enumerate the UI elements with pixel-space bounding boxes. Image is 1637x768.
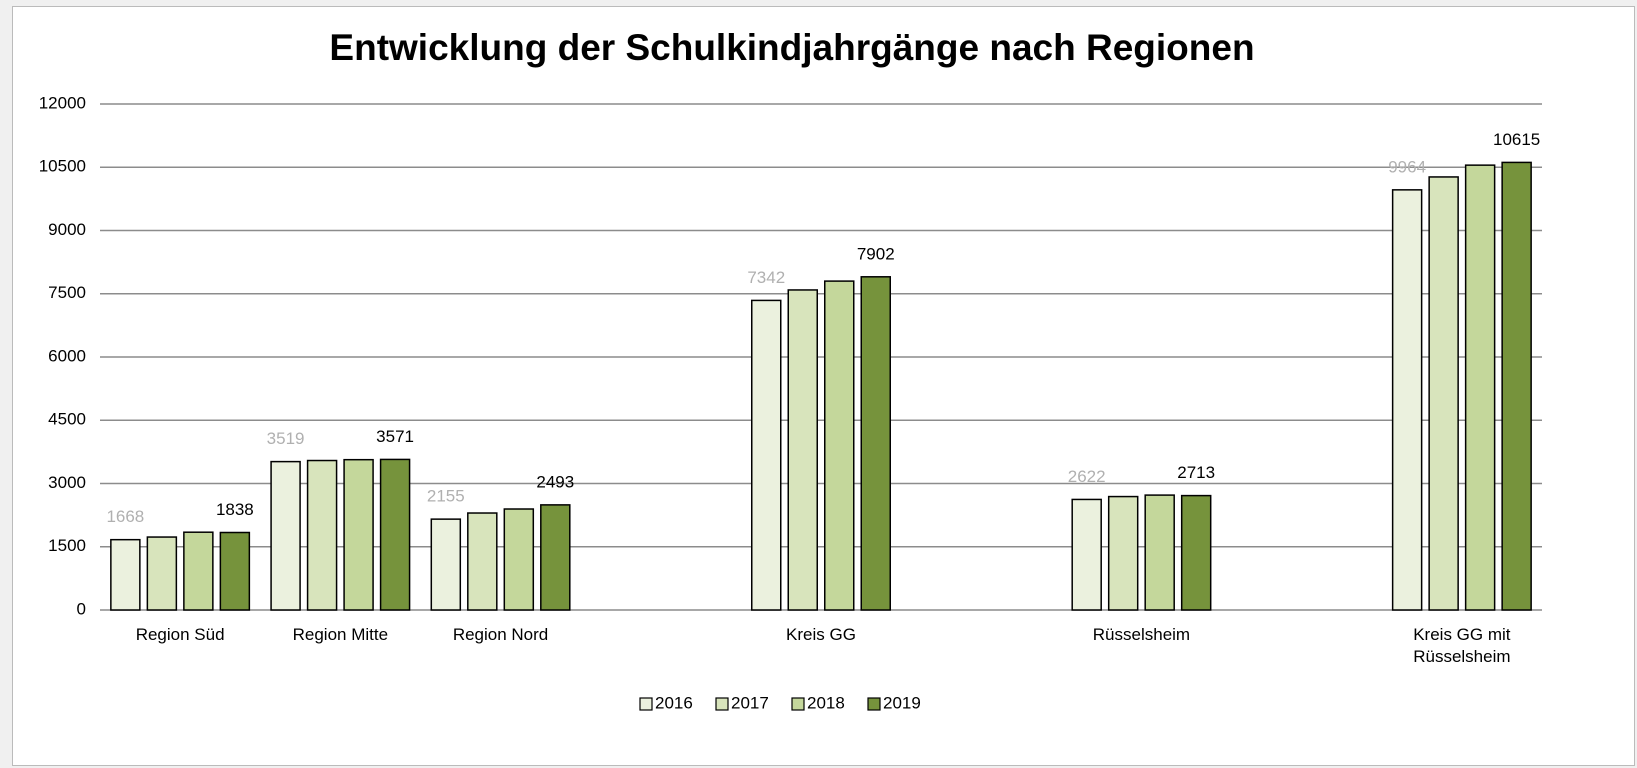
bar [1071, 498, 1102, 611]
y-tick-label: 1500 [48, 536, 86, 555]
legend-label: 2017 [731, 693, 769, 712]
bar [1464, 164, 1496, 611]
data-label: 2622 [1068, 467, 1106, 486]
legend-label: 2018 [807, 693, 845, 712]
bar [430, 518, 462, 611]
y-tick-label: 9000 [48, 220, 86, 239]
x-tick-label: Region Mitte [292, 625, 389, 644]
x-tick-label: Region Süd [135, 625, 225, 644]
x-tick-label: Kreis GG [786, 625, 856, 644]
legend-swatch [867, 697, 881, 711]
bar [1428, 176, 1459, 611]
data-label: 3571 [376, 427, 414, 446]
bar [270, 460, 301, 611]
bar [540, 504, 571, 611]
bar [860, 276, 891, 611]
bar [467, 512, 498, 611]
bar [219, 531, 251, 611]
bar [503, 508, 535, 611]
x-tick-label: Region Nord [452, 625, 549, 644]
bar [1501, 161, 1532, 611]
chart-title: Entwicklung der Schulkindjahrgänge nach … [329, 27, 1254, 68]
data-label: 7902 [857, 244, 895, 263]
bar [183, 531, 214, 611]
legend-swatch [639, 697, 653, 711]
data-label: 2493 [536, 472, 574, 491]
y-tick-label: 3000 [48, 473, 86, 492]
bar [1391, 189, 1423, 611]
legend-label: 2016 [655, 693, 693, 712]
bar [1180, 494, 1212, 611]
x-tick-label: Rüsselsheim [1092, 625, 1191, 644]
bar [824, 280, 855, 611]
legend-swatch [791, 697, 805, 711]
y-tick-label: 7500 [48, 283, 86, 302]
data-label: 10615 [1493, 130, 1540, 149]
bar [343, 458, 374, 611]
data-label: 3519 [267, 429, 305, 448]
legend-label: 2019 [883, 693, 921, 712]
chart-panel [12, 6, 1635, 766]
bar [1144, 494, 1175, 611]
data-label: 2713 [1177, 463, 1215, 482]
data-label: 9964 [1388, 157, 1426, 176]
data-label: 1838 [216, 500, 254, 519]
data-label: 2155 [427, 487, 465, 506]
y-tick-label: 4500 [48, 410, 86, 429]
bar [110, 538, 141, 611]
data-label: 7342 [747, 268, 785, 287]
legend-swatch [715, 697, 729, 711]
bar [146, 536, 178, 611]
bar [751, 299, 782, 611]
data-label: 1668 [106, 507, 144, 526]
y-tick-label: 6000 [48, 346, 86, 365]
bar [1107, 495, 1139, 611]
x-tick-label: Kreis GG mit Rüsselsheim [1413, 625, 1511, 666]
bar [306, 459, 338, 611]
bar [379, 458, 411, 611]
y-tick-label: 10500 [39, 157, 86, 176]
y-tick-label: 12000 [39, 93, 86, 112]
y-tick-label: 0 [77, 599, 86, 618]
bar [787, 289, 818, 611]
